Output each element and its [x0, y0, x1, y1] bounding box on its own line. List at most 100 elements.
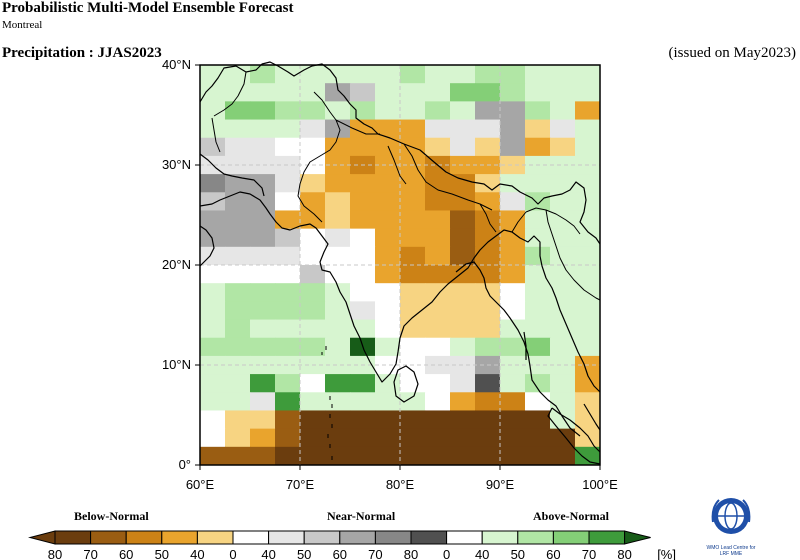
grid-cell [425, 228, 451, 248]
grid-cell [525, 428, 551, 448]
grid-cell [500, 355, 526, 375]
legend-tick-label: 70 [582, 547, 596, 560]
grid-cell [550, 192, 576, 211]
grid-cell [450, 246, 476, 266]
grid-cell [375, 355, 401, 375]
coastline-persian-gulf [199, 153, 265, 197]
grid-cell [325, 137, 351, 157]
legend-tick-label: 80 [48, 547, 62, 560]
legend-tick-label: 80 [404, 547, 418, 560]
legend-tick-label: 60 [333, 547, 347, 560]
grid-cell [300, 174, 326, 193]
legend-swatch [410, 530, 448, 545]
grid-cell [475, 410, 501, 430]
grid-cell [300, 65, 326, 84]
grid-cell [250, 119, 276, 139]
grid-cell [550, 119, 576, 139]
grid-cell [300, 374, 326, 393]
grid-cell [475, 301, 501, 321]
grid-cell [300, 192, 326, 211]
grid-cell [375, 410, 401, 430]
legend-left-arrow [28, 530, 56, 545]
grid-cell [425, 246, 451, 266]
grid-cell [525, 174, 551, 193]
grid-cell [300, 101, 326, 121]
grid-cell [325, 210, 351, 230]
grid-cell [325, 319, 351, 339]
grid-cell [275, 65, 301, 84]
map-title: Probabilistic Multi-Model Ensemble Forec… [2, 0, 294, 16]
grid-cell [400, 283, 426, 302]
grid-cell [450, 301, 476, 321]
wmo-globe-icon [711, 498, 751, 534]
grid-cell [225, 283, 251, 302]
grid-cell [350, 101, 376, 121]
grid-cell [400, 410, 426, 430]
grid-cell [375, 446, 401, 466]
andaman-islands [523, 331, 527, 360]
grid-cell [350, 446, 376, 466]
grid-cell [250, 301, 276, 321]
grid-cell [375, 83, 401, 102]
grid-cell [525, 446, 551, 466]
grid-cell [225, 83, 251, 102]
grid-cell [575, 301, 601, 321]
grid-cell [325, 265, 351, 284]
grid-cell [250, 174, 276, 193]
grid-cell [400, 337, 426, 357]
lat-tick-label: 20°N [162, 257, 191, 272]
grid-cell [550, 410, 576, 430]
grid-cell [575, 119, 601, 139]
grid-cell [275, 246, 301, 266]
grid-cell [525, 119, 551, 139]
grid-cell [325, 83, 351, 102]
grid-cell [525, 83, 551, 102]
grid-cell [200, 392, 226, 411]
grid-cell [425, 265, 451, 284]
grid-cell [400, 265, 426, 284]
grid-cell [400, 301, 426, 321]
grid-cell [550, 446, 576, 466]
grid-cell [225, 101, 251, 121]
grid-cell [200, 65, 226, 84]
grid-cell [550, 337, 576, 357]
grid-cell [575, 410, 601, 430]
grid-cell [250, 392, 276, 411]
grid-cell [525, 192, 551, 211]
grid-cell [575, 428, 601, 448]
grid-cell [475, 101, 501, 121]
grid-cell [375, 137, 401, 157]
grid-cell [525, 65, 551, 84]
lat-tick-label: 30°N [162, 157, 191, 172]
grid-cell [550, 137, 576, 157]
grid-cell [425, 301, 451, 321]
legend-swatch [303, 530, 341, 545]
grid-cell [200, 83, 226, 102]
grid-cell [575, 446, 601, 466]
legend-tick-label: 60 [546, 547, 560, 560]
grid-cell [425, 65, 451, 84]
grid-cell [350, 283, 376, 302]
wmo-logo-line1: WMO Lead Centre for [706, 545, 756, 551]
grid-cell [575, 83, 601, 102]
grid-cell [350, 374, 376, 393]
legend-tick-label: 50 [155, 547, 169, 560]
grid-cell [550, 101, 576, 121]
grid-cell [350, 137, 376, 157]
grid-cell [375, 265, 401, 284]
grid-cell [300, 428, 326, 448]
legend-swatch [588, 530, 626, 545]
grid-cell [325, 337, 351, 357]
grid-cell [450, 83, 476, 102]
grid-cell [400, 210, 426, 230]
lat-tick-label: 10°N [162, 357, 191, 372]
grid-cell [450, 101, 476, 121]
grid-cell [200, 428, 226, 448]
grid-cell [500, 301, 526, 321]
legend-swatch [90, 530, 127, 545]
grid-cell [300, 246, 326, 266]
grid-cell [500, 246, 526, 266]
grid-cell [450, 283, 476, 302]
grid-cell [450, 374, 476, 393]
grid-cell [300, 337, 326, 357]
